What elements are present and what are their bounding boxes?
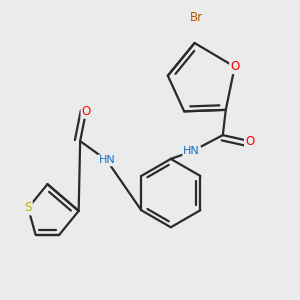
Text: HN: HN	[183, 146, 200, 157]
Text: S: S	[25, 202, 32, 214]
Text: O: O	[245, 135, 254, 148]
Text: O: O	[82, 105, 91, 118]
Text: O: O	[230, 60, 239, 73]
Text: HN: HN	[98, 155, 115, 165]
Text: Br: Br	[190, 11, 202, 24]
